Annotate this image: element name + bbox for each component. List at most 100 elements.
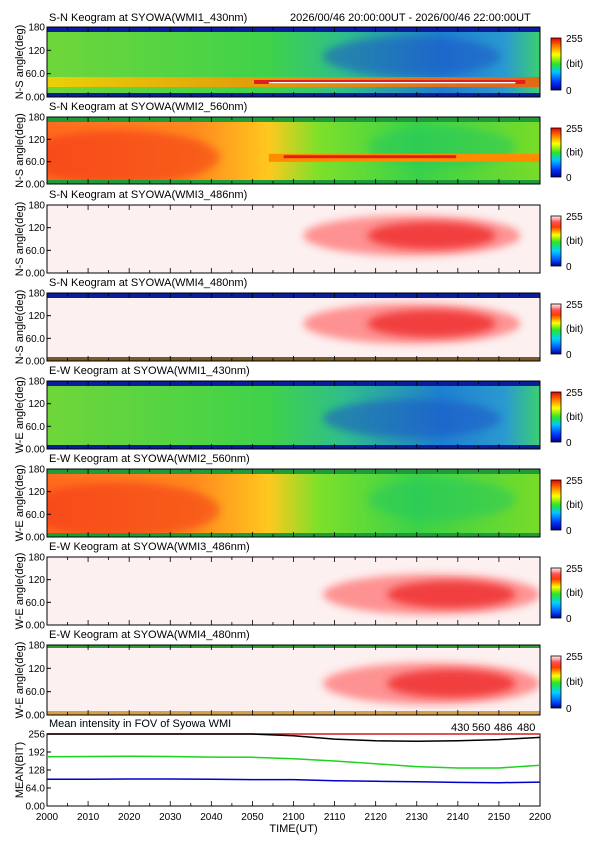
y-tick-label: 120 bbox=[28, 135, 45, 146]
time-range-separator: - bbox=[405, 12, 415, 24]
y-tick-label: 180 bbox=[28, 23, 45, 34]
x-tick-label: 2140 bbox=[447, 812, 470, 823]
time-range-start: 2026/00/46 20:00:00UT bbox=[290, 12, 406, 24]
y-tick-label: 192 bbox=[28, 748, 45, 759]
mean-intensity-frame bbox=[46, 733, 541, 807]
x-tick-label: 2020 bbox=[118, 812, 141, 823]
series-line-430 bbox=[47, 778, 541, 784]
y-tick-label: 0.00 bbox=[26, 533, 46, 544]
keogram-shading bbox=[47, 130, 220, 184]
colorbar-unit-label: (bit) bbox=[566, 677, 583, 688]
colorbar-max-label: 255 bbox=[566, 388, 583, 399]
colorbar-max-label: 255 bbox=[566, 34, 583, 45]
y-tick-label: 120 bbox=[28, 575, 45, 586]
y-tick-label: 120 bbox=[28, 46, 45, 57]
y-tick-label: 0.00 bbox=[26, 269, 46, 280]
colorbar-min-label: 0 bbox=[566, 350, 572, 361]
y-tick-label: 128 bbox=[28, 766, 45, 777]
y-tick-label: 0.00 bbox=[26, 802, 46, 813]
panel-title-7: E-W Keogram at SYOWA(WMI3_486nm) bbox=[49, 541, 250, 553]
colorbar-min-label: 0 bbox=[566, 262, 572, 273]
y-tick-label: 64.0 bbox=[26, 784, 46, 795]
colorbar-min-label: 0 bbox=[566, 438, 572, 449]
keogram-shading bbox=[47, 482, 220, 537]
panel-title-2: S-N Keogram at SYOWA(WMI2_560nm) bbox=[49, 101, 247, 113]
colorbar-max-label: 255 bbox=[566, 124, 583, 135]
y-tick-label: 0.00 bbox=[26, 445, 46, 456]
y-tick-label: 0.00 bbox=[26, 357, 46, 368]
colorbar-5 bbox=[550, 391, 562, 443]
keogram-shading bbox=[367, 222, 496, 250]
legend-label-560: 560 bbox=[472, 722, 490, 734]
series-line-480 bbox=[47, 733, 541, 743]
x-tick-label: 2110 bbox=[324, 812, 346, 823]
colorbar-unit-label: (bit) bbox=[566, 236, 583, 247]
y-tick-label: 120 bbox=[28, 664, 45, 675]
y-tick-label: 180 bbox=[28, 465, 45, 476]
x-axis-label: TIME(UT) bbox=[269, 823, 317, 835]
colorbar-unit-label: (bit) bbox=[566, 59, 583, 70]
keogram-image-8 bbox=[47, 645, 540, 715]
y-axis-label: N-S angle(deg) bbox=[14, 290, 26, 365]
y-axis-label: N-S angle(deg) bbox=[14, 113, 26, 188]
y-tick-label: 60.0 bbox=[26, 598, 46, 609]
y-axis-label: N-S angle(deg) bbox=[14, 25, 26, 100]
y-tick-label: 60.0 bbox=[26, 157, 46, 168]
mean-intensity-title: Mean intensity in FOV of Syowa WMI bbox=[49, 718, 231, 730]
x-tick-label: 2120 bbox=[365, 812, 388, 823]
panel-title-6: E-W Keogram at SYOWA(WMI2_560nm) bbox=[49, 453, 250, 465]
y-tick-label: 180 bbox=[28, 377, 45, 388]
keogram-shading bbox=[367, 479, 516, 520]
y-tick-label: 256 bbox=[28, 730, 45, 741]
panel-title-8: E-W Keogram at SYOWA(WMI4_480nm) bbox=[49, 629, 250, 641]
x-tick-label: 2000 bbox=[36, 812, 59, 823]
y-axis-label: W-E angle(deg) bbox=[14, 553, 26, 630]
y-axis-label: W-E angle(deg) bbox=[14, 465, 26, 542]
colorbar-unit-label: (bit) bbox=[566, 412, 583, 423]
colorbar-min-label: 0 bbox=[566, 704, 572, 715]
panel-title-1: S-N Keogram at SYOWA(WMI1_430nm) bbox=[49, 12, 247, 24]
colorbar-6 bbox=[550, 479, 562, 531]
keogram-shading bbox=[387, 580, 516, 609]
x-tick-label: 2130 bbox=[406, 812, 429, 823]
keogram-image-7 bbox=[47, 557, 540, 625]
y-tick-label: 0.00 bbox=[26, 621, 46, 632]
colorbar-min-label: 0 bbox=[566, 86, 572, 97]
series-line-560 bbox=[46, 755, 541, 769]
colorbar-max-label: 255 bbox=[566, 300, 583, 311]
keogram-shading bbox=[323, 399, 501, 438]
y-tick-label: 180 bbox=[28, 113, 45, 124]
y-tick-label: 60.0 bbox=[26, 246, 46, 257]
colorbar-8 bbox=[550, 655, 562, 709]
y-tick-label: 60.0 bbox=[26, 687, 46, 698]
colorbar-max-label: 255 bbox=[566, 564, 583, 575]
colorbar-4 bbox=[550, 303, 562, 355]
y-axis-label: W-E angle(deg) bbox=[14, 642, 26, 719]
colorbar-unit-label: (bit) bbox=[566, 148, 583, 159]
colorbar-min-label: 0 bbox=[566, 526, 572, 537]
colorbar-unit-label: (bit) bbox=[566, 588, 583, 599]
y-tick-label: 60.0 bbox=[26, 334, 46, 345]
y-tick-label: 60.0 bbox=[26, 422, 46, 433]
x-tick-label: 2030 bbox=[159, 812, 182, 823]
y-tick-label: 120 bbox=[28, 311, 45, 322]
keogram-shading bbox=[268, 82, 516, 84]
x-tick-label: 2050 bbox=[241, 812, 264, 823]
colorbar-max-label: 255 bbox=[566, 476, 583, 487]
panel-title-4: S-N Keogram at SYOWA(WMI4_480nm) bbox=[49, 277, 247, 289]
y-axis-label: N-S angle(deg) bbox=[14, 202, 26, 277]
y-tick-label: 180 bbox=[28, 553, 45, 564]
keogram-image-1 bbox=[47, 27, 540, 97]
time-range-header: 2026/00/46 20:00:00UT - 2026/00/46 22:00… bbox=[290, 12, 531, 24]
y-tick-label: 180 bbox=[28, 201, 45, 212]
keogram-shading bbox=[283, 155, 457, 159]
keogram-image-4 bbox=[47, 293, 540, 361]
keogram-shading bbox=[367, 310, 496, 338]
x-tick-label: 2010 bbox=[77, 812, 100, 823]
colorbar-max-label: 255 bbox=[566, 212, 583, 223]
keogram-image-5 bbox=[47, 381, 540, 449]
x-tick-label: 2100 bbox=[282, 812, 305, 823]
panel-title-3: S-N Keogram at SYOWA(WMI3_486nm) bbox=[49, 189, 247, 201]
colorbar-unit-label: (bit) bbox=[566, 324, 583, 335]
